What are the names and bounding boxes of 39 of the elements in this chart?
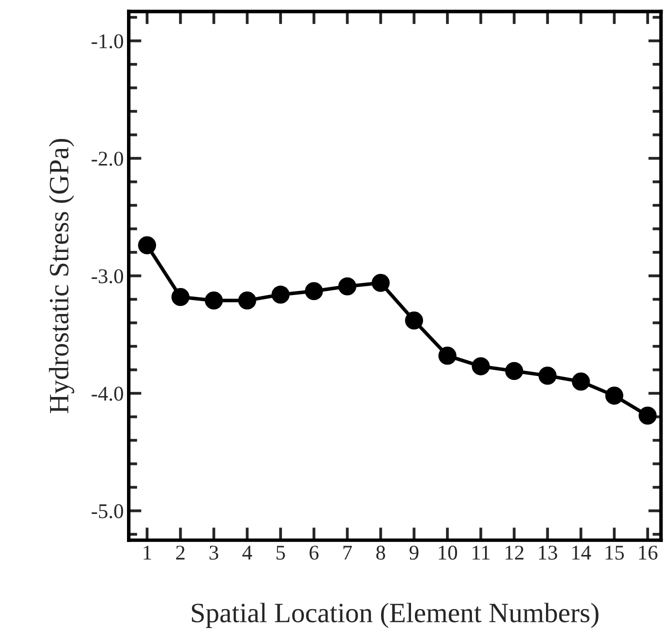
y-tick-label: -1.0 <box>92 34 124 48</box>
x-tick-label: 3 <box>210 546 218 560</box>
y-tick-label: -5.0 <box>92 504 124 518</box>
x-axis-title: Spatial Location (Element Numbers) <box>192 602 598 628</box>
x-tick-label: 16 <box>639 546 658 560</box>
point <box>605 386 624 405</box>
x-tick-label: 9 <box>410 546 418 560</box>
point <box>638 406 657 425</box>
point <box>372 274 390 292</box>
point <box>238 291 256 310</box>
x-tick-label: 7 <box>343 546 352 560</box>
x-tick-label: 13 <box>538 546 558 560</box>
x-tick-label: 6 <box>310 546 319 560</box>
point <box>171 288 190 306</box>
x-tick-label: 12 <box>506 546 524 560</box>
x-tick-label: 10 <box>438 546 458 560</box>
point <box>472 357 490 376</box>
x-tick-label: 5 <box>276 546 285 560</box>
x-tick-label: 11 <box>472 546 490 560</box>
point <box>204 291 223 310</box>
point <box>438 346 456 365</box>
point <box>538 366 557 385</box>
y-axis-title: Hydrostatic Stress (GPa) <box>48 138 74 414</box>
x-tick-label: 15 <box>606 546 624 560</box>
point <box>138 236 156 254</box>
point <box>505 362 524 380</box>
x-tick-label: 1 <box>144 546 152 560</box>
y-tick-label: -3.0 <box>92 269 124 284</box>
y-tick-label: -2.0 <box>92 152 124 166</box>
point <box>304 282 323 300</box>
x-tick-label: 2 <box>176 546 185 560</box>
x-tick-label: 8 <box>376 546 386 560</box>
y-tick-label: -4.0 <box>92 386 124 401</box>
point <box>272 286 290 304</box>
point <box>572 372 590 391</box>
point <box>405 311 424 330</box>
x-tick-label: 14 <box>572 546 591 560</box>
x-tick-label: 4 <box>242 546 252 560</box>
point <box>338 277 356 296</box>
